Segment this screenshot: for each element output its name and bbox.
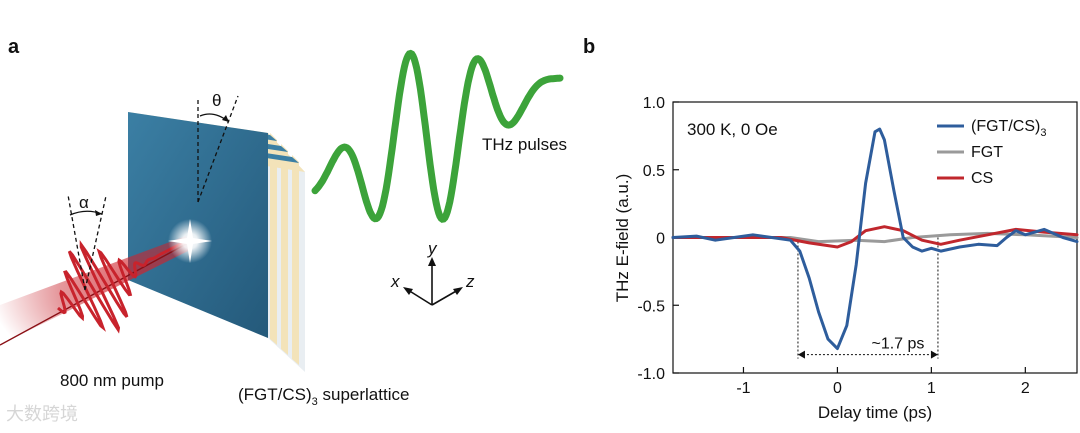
legend-label: (FGT/CS)3	[971, 118, 1046, 139]
y-tick-label: 0.5	[643, 163, 665, 180]
pump-beam	[0, 236, 190, 346]
x-tick-label: -1	[736, 380, 750, 397]
watermark: 大数跨境	[6, 404, 78, 424]
span-label: ~1.7 ps	[871, 336, 924, 353]
axis-y-label: y	[427, 239, 438, 258]
theta-label: θ	[212, 91, 221, 110]
alpha-angle-marker	[67, 194, 107, 291]
x-tick-label: 1	[927, 380, 936, 397]
axes-triad	[403, 257, 463, 306]
thz-chart: -1 0 1 2 -1.0 -0.5 0 0.5 1.0 ~1.7 ps (FGT/CS)3 FG…	[613, 95, 1079, 422]
panel-a-illustration: θ α THz pulses y x z 800 nm pump (FGT/CS…	[0, 49, 567, 408]
thz-pulses-label: THz pulses	[482, 135, 567, 154]
chart-ylabel: THz E-field (a.u.)	[613, 174, 632, 302]
x-tick-label: 0	[833, 380, 842, 397]
theta-angle-marker	[197, 95, 239, 203]
legend-label: FGT	[971, 144, 1003, 161]
legend-label: CS	[971, 170, 993, 187]
axis-x-label: x	[390, 272, 400, 291]
pump-label: 800 nm pump	[60, 371, 164, 390]
span-arrowhead-left	[797, 350, 805, 359]
span-arrowhead-right	[930, 350, 938, 359]
axis-z-label: z	[465, 272, 475, 291]
y-tick-label: 0	[656, 231, 665, 248]
superlattice-label: (FGT/CS)3 superlattice	[238, 385, 409, 408]
alpha-label: α	[79, 193, 89, 212]
thz-wave	[311, 49, 564, 223]
series-line-cs	[671, 225, 1079, 249]
chart-xlabel: Delay time (ps)	[818, 403, 932, 422]
y-tick-label: -0.5	[637, 298, 665, 315]
panel-b-label: b	[583, 36, 596, 58]
y-tick-label: 1.0	[643, 95, 665, 112]
x-tick-label: 2	[1021, 380, 1030, 397]
panel-a-label: a	[8, 36, 20, 58]
condition-label: 300 K, 0 Oe	[687, 120, 778, 139]
series-line-fgtcs	[671, 127, 1079, 351]
y-tick-label: -1.0	[637, 366, 665, 383]
